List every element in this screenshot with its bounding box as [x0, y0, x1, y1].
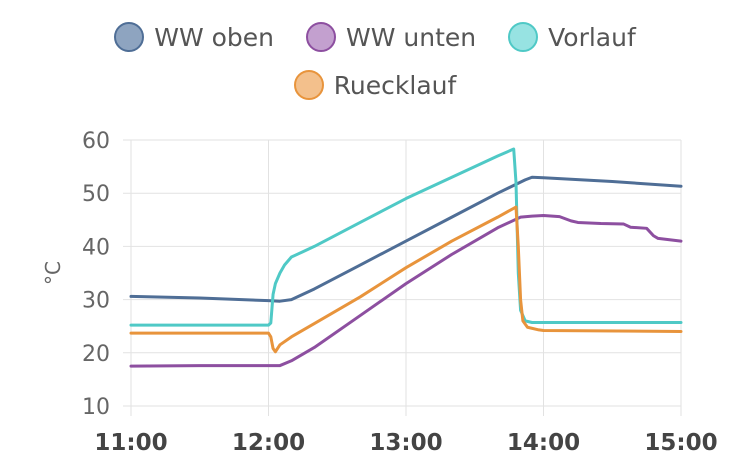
x-tick-label: 14:00 [507, 430, 580, 456]
legend-swatch-ww-oben [114, 22, 145, 52]
legend-swatch-ruecklauf [293, 70, 324, 100]
y-tick-label: 50 [82, 182, 110, 207]
legend-label-ww-unten: WW unten [346, 22, 477, 52]
series-line-ww-unten [129, 214, 683, 368]
legend-label-ww-oben: WW oben [154, 22, 274, 52]
legend-swatch-vorlauf [508, 22, 539, 52]
legend-item-vorlauf[interactable]: Vorlauf [508, 22, 636, 52]
series-line-ruecklauf [129, 205, 683, 354]
legend-row-1: WW oben WW unten Vorlauf [0, 22, 750, 52]
y-tick-label: 60 [82, 129, 110, 154]
legend-item-ruecklauf[interactable]: Ruecklauf [293, 70, 457, 100]
y-tick-label: 40 [82, 235, 110, 260]
y-axis-label: °C [41, 261, 65, 285]
x-tick-label: 11:00 [94, 430, 167, 456]
legend-row-2: Ruecklauf [0, 70, 750, 100]
y-tick-label: 20 [82, 342, 110, 367]
x-tick-label: 13:00 [369, 430, 442, 456]
y-tick-label: 30 [82, 289, 110, 314]
y-tick-label: 10 [82, 395, 110, 420]
x-tick-label: 12:00 [232, 430, 305, 456]
legend-item-ww-oben[interactable]: WW oben [114, 22, 274, 52]
legend-label-vorlauf: Vorlauf [548, 22, 636, 52]
legend-label-ruecklauf: Ruecklauf [333, 70, 457, 100]
legend-item-ww-unten[interactable]: WW unten [306, 22, 476, 52]
x-tick-label: 15:00 [644, 430, 717, 456]
legend-swatch-ww-unten [306, 22, 336, 52]
